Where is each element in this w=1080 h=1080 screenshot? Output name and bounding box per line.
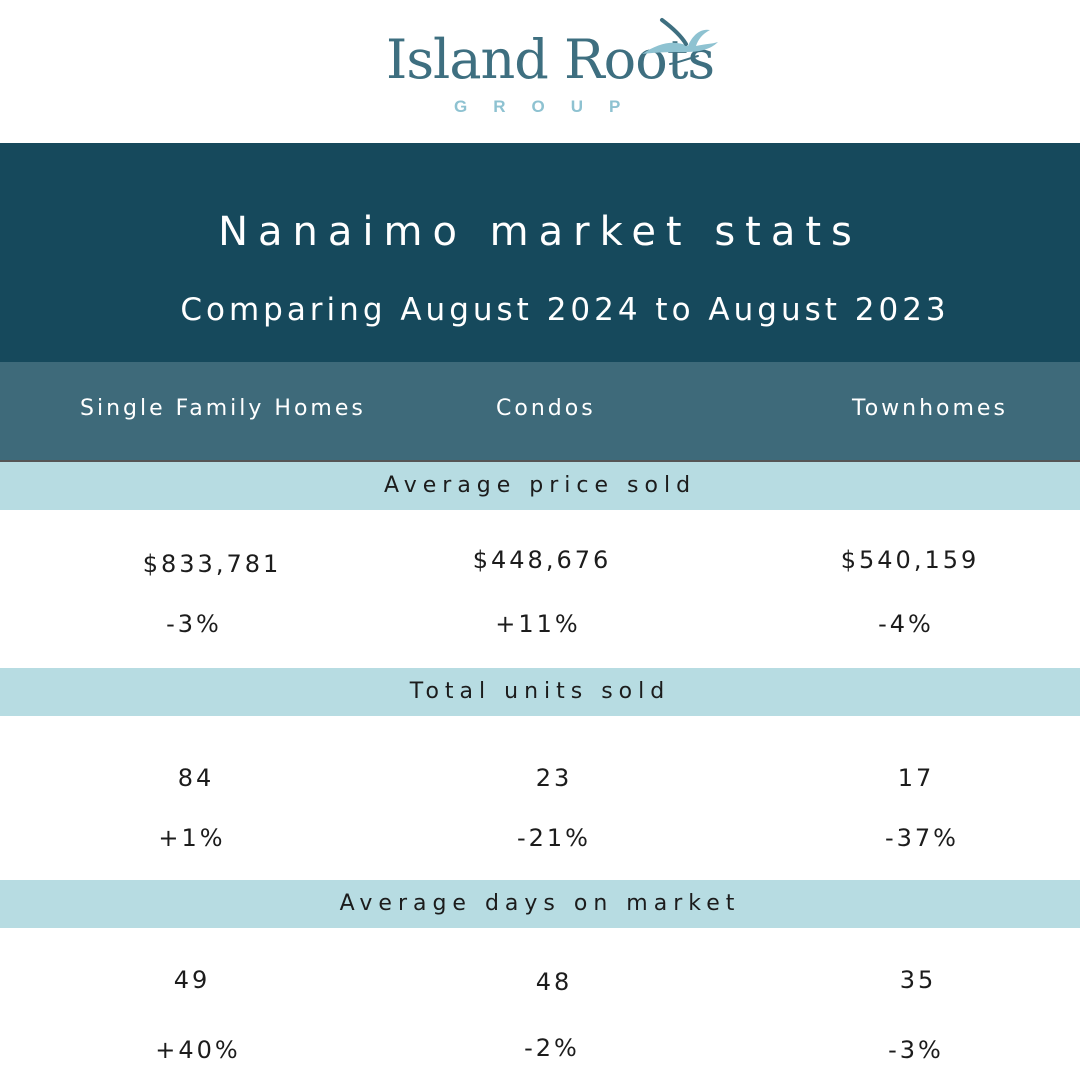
page-subtitle: Comparing August 2024 to August 2023: [180, 292, 950, 328]
value-condos-units: 23: [535, 764, 573, 792]
change-single-family-units: +1%: [158, 824, 226, 852]
column-header-condos: Condos: [496, 396, 596, 421]
value-single-family-price: $833,781: [142, 550, 282, 578]
change-townhomes-days: -3%: [888, 1036, 944, 1064]
change-condos-days: -2%: [524, 1034, 580, 1062]
value-townhomes-price: $540,159: [840, 546, 980, 574]
seagull-icon: [642, 18, 718, 65]
value-condos-days: 48: [535, 968, 573, 996]
value-single-family-units: 84: [177, 764, 215, 792]
change-single-family-days: +40%: [155, 1036, 241, 1064]
brand-subtitle: GROUP: [454, 97, 647, 116]
column-header-townhomes: Townhomes: [852, 396, 1008, 421]
value-townhomes-units: 17: [897, 764, 935, 792]
change-townhomes-units: -37%: [884, 824, 959, 852]
value-townhomes-days: 35: [899, 966, 937, 994]
column-header-bar: Single Family Homes Condos Townhomes: [0, 362, 1080, 462]
change-condos-price: +11%: [495, 610, 581, 638]
page-title: Nanaimo market stats: [218, 209, 862, 255]
value-condos-price: $448,676: [472, 546, 612, 574]
change-townhomes-price: -4%: [878, 610, 934, 638]
brand-logo: Island Roots GROUP: [0, 0, 1080, 143]
section-title-average-price: Average price sold: [0, 462, 1080, 510]
section-title-days-on-market: Average days on market: [0, 880, 1080, 928]
hero-banner: Nanaimo market stats Comparing August 20…: [0, 143, 1080, 362]
change-condos-units: -21%: [516, 824, 591, 852]
change-single-family-price: -3%: [166, 610, 222, 638]
section-title-total-units: Total units sold: [0, 668, 1080, 716]
column-header-single-family: Single Family Homes: [80, 396, 366, 421]
value-single-family-days: 49: [173, 966, 211, 994]
brand-name: Island Roots: [386, 28, 715, 91]
